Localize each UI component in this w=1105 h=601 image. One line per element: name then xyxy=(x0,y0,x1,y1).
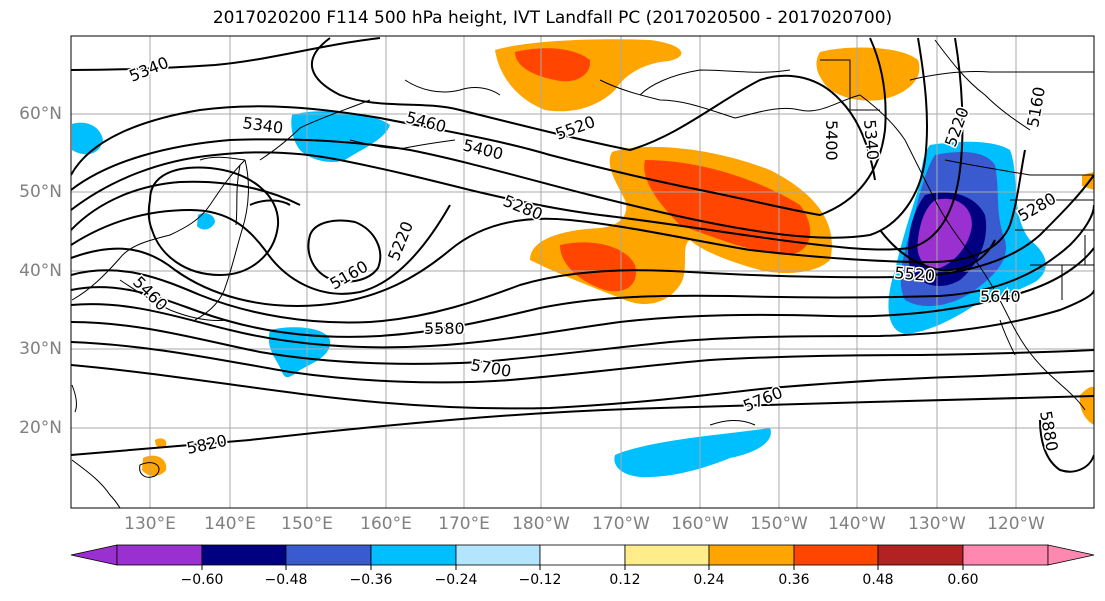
lon-label: 160°E xyxy=(360,514,412,534)
lon-label: 140°W xyxy=(828,514,886,534)
lon-label: 130°E xyxy=(124,514,176,534)
colorbar-extend-high xyxy=(1047,544,1095,566)
contour-label: 5340 xyxy=(241,113,284,137)
coastlines xyxy=(71,39,1094,508)
lat-label: 40°N xyxy=(19,261,62,281)
colorbar-tick-label: −0.24 xyxy=(434,572,478,588)
negative-anomaly-region xyxy=(72,122,103,155)
lat-label: 20°N xyxy=(19,418,62,438)
lon-label: 170°E xyxy=(438,514,490,534)
contour-label: 5520 xyxy=(894,263,936,285)
colorbar-tick-label: −0.12 xyxy=(518,572,562,588)
contour-label: 5820 xyxy=(185,431,229,458)
ivt-anomaly-fills xyxy=(72,39,1094,478)
contour-label: 5160 xyxy=(1023,85,1049,128)
map-frame xyxy=(70,35,1095,509)
lat-label: 60°N xyxy=(19,104,62,124)
colorbar-tick-label: −0.36 xyxy=(349,572,393,588)
contour-label: 5640 xyxy=(980,287,1021,306)
colorbar-tick-label: 0.60 xyxy=(947,572,979,588)
map-title: 2017020200 F114 500 hPa height, IVT Land… xyxy=(212,8,893,28)
lon-label: 160°W xyxy=(671,514,729,534)
height-contours xyxy=(71,37,1094,473)
graticule xyxy=(71,36,1094,508)
lon-label: 150°E xyxy=(281,514,333,534)
contour-label: 5340 xyxy=(860,119,882,161)
colorbar-tick-label: −0.60 xyxy=(180,572,224,588)
contour-label: 5880 xyxy=(1036,409,1062,452)
contour-label: 5280 xyxy=(501,191,546,224)
colorbar-tick-label: −0.48 xyxy=(264,572,308,588)
contour-label: 5400 xyxy=(461,135,505,163)
contour-label: 5340 xyxy=(126,53,171,86)
contour-label: 5220 xyxy=(384,219,417,264)
contour-label: 5580 xyxy=(424,319,465,338)
contour-label: 5460 xyxy=(404,108,448,137)
lon-label: 180°W xyxy=(512,514,570,534)
positive-anomaly-region xyxy=(816,47,920,101)
lon-label: 170°W xyxy=(592,514,650,534)
colorbar-tick-label: 0.48 xyxy=(862,572,894,588)
negative-anomaly-region xyxy=(614,428,771,478)
lon-label: 150°W xyxy=(750,514,808,534)
colorbar-tick-label: 0.36 xyxy=(778,572,810,588)
lon-label: 140°E xyxy=(204,514,256,534)
lon-label: 120°W xyxy=(987,514,1045,534)
negative-anomaly-region xyxy=(197,212,215,230)
colorbar-tick-label: 0.12 xyxy=(609,572,641,588)
contour-label: 5280 xyxy=(1015,189,1060,226)
contour-label: 5160 xyxy=(327,257,372,294)
lat-label: 30°N xyxy=(19,339,62,359)
negative-anomaly-region xyxy=(291,111,390,162)
colorbar xyxy=(70,544,1095,570)
contour-label: 5400 xyxy=(822,120,841,161)
lat-label: 50°N xyxy=(19,182,62,202)
positive-anomaly-region xyxy=(495,39,682,112)
colorbar-tick-label: 0.24 xyxy=(693,572,725,588)
lon-label: 130°W xyxy=(908,514,966,534)
colorbar-extend-low xyxy=(70,544,118,566)
